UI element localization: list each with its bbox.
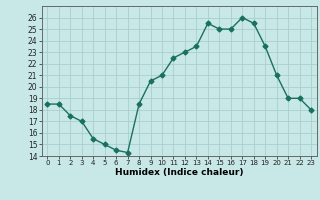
X-axis label: Humidex (Indice chaleur): Humidex (Indice chaleur)	[115, 168, 244, 177]
